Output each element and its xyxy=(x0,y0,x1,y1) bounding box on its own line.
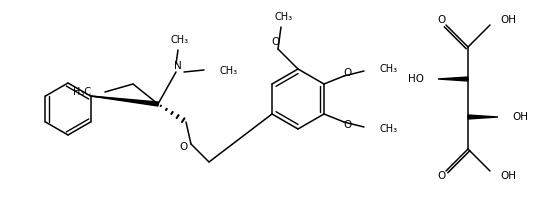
Text: OH: OH xyxy=(500,171,516,181)
Text: CH₃: CH₃ xyxy=(380,124,398,134)
Text: O: O xyxy=(271,37,279,47)
Polygon shape xyxy=(468,115,498,119)
Text: O: O xyxy=(180,142,188,152)
Text: CH₃: CH₃ xyxy=(171,35,189,45)
Text: CH₃: CH₃ xyxy=(275,12,293,22)
Text: HO: HO xyxy=(408,74,424,84)
Text: OH: OH xyxy=(500,15,516,25)
Text: O: O xyxy=(344,68,352,78)
Text: OH: OH xyxy=(512,112,528,122)
Text: N: N xyxy=(174,61,182,71)
Text: O: O xyxy=(344,120,352,130)
Text: O: O xyxy=(437,15,445,25)
Polygon shape xyxy=(438,77,468,81)
Text: CH₃: CH₃ xyxy=(220,66,238,76)
Text: CH₃: CH₃ xyxy=(380,64,398,74)
Text: H₃C: H₃C xyxy=(73,87,91,97)
Text: O: O xyxy=(437,171,445,181)
Polygon shape xyxy=(91,96,158,106)
